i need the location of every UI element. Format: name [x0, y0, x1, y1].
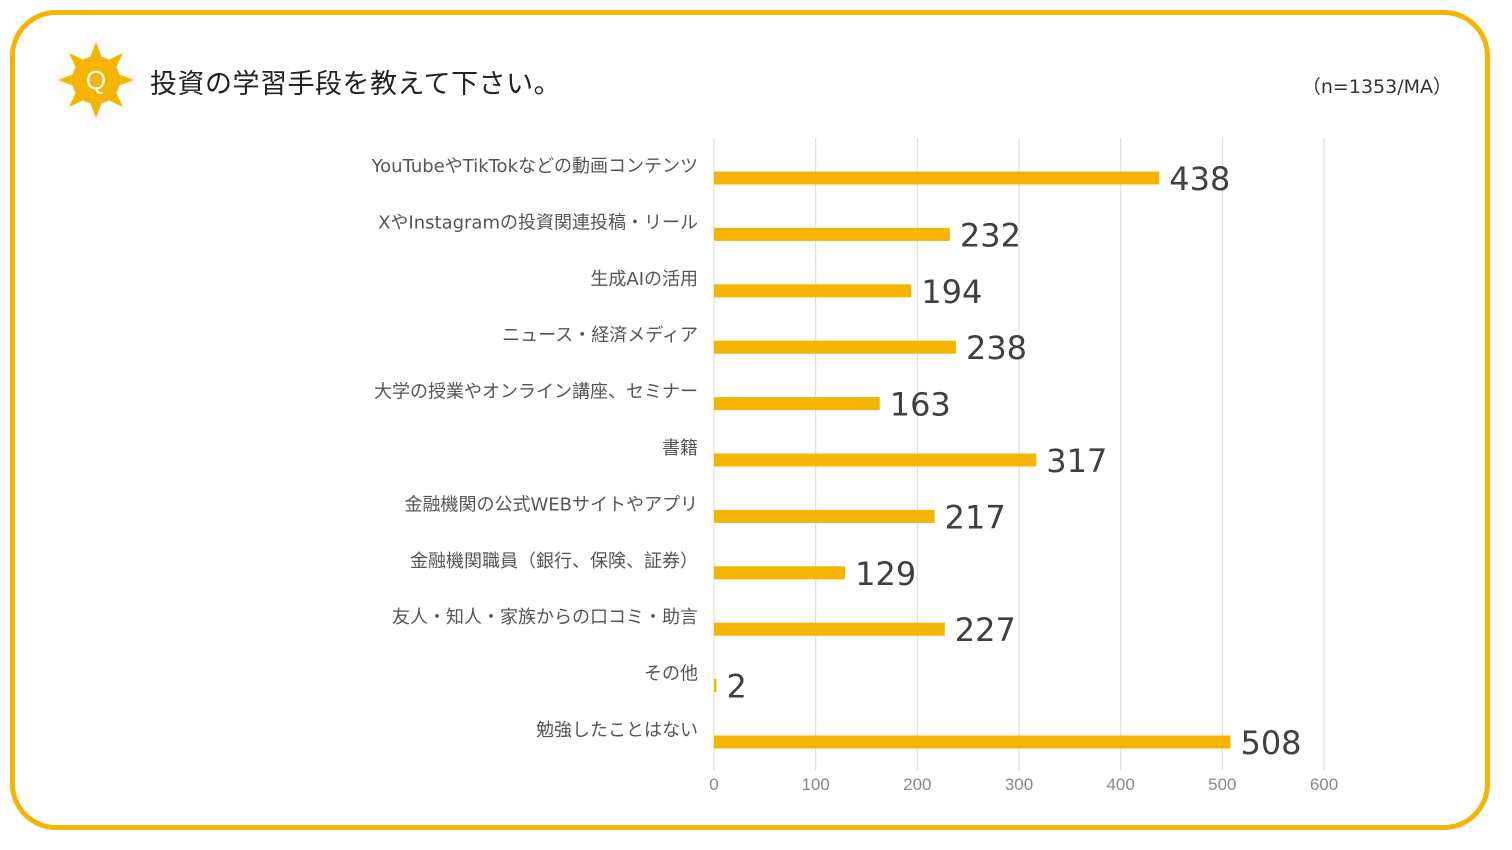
bar: [714, 171, 1160, 185]
bar: [714, 227, 950, 241]
category-label: XやInstagramの投資関連投稿・リール: [378, 212, 698, 233]
category-label: 金融機関の公式WEBサイトやアプリ: [404, 494, 698, 515]
bar: [714, 397, 880, 411]
bar: [714, 679, 717, 693]
data-label: 232: [960, 216, 1021, 254]
category-label: ニュース・経済メディア: [502, 325, 698, 346]
x-tick-label: 200: [903, 775, 931, 794]
bar: [714, 284, 912, 298]
q-badge-icon: Q: [58, 42, 134, 118]
data-label: 317: [1046, 442, 1107, 480]
bar: [714, 735, 1231, 749]
x-tick-label: 100: [801, 775, 829, 794]
bar: [714, 340, 956, 354]
bar: [714, 509, 935, 523]
x-tick-label: 0: [709, 775, 718, 794]
x-tick-label: 300: [1005, 775, 1033, 794]
data-label: 217: [945, 498, 1006, 536]
card-frame: [10, 10, 1490, 830]
data-label: 163: [890, 386, 951, 424]
data-label: 238: [966, 329, 1027, 367]
badge-letter: Q: [86, 65, 106, 95]
question-title: 投資の学習手段を教えて下さい。: [150, 69, 562, 100]
data-label: 438: [1169, 160, 1230, 198]
x-tick-label: 500: [1208, 775, 1236, 794]
category-label: 大学の授業やオンライン講座、セミナー: [374, 382, 698, 403]
x-tick-label: 400: [1106, 775, 1134, 794]
category-label: YouTubeやTikTokなどの動画コンテンツ: [371, 156, 698, 177]
data-label: 227: [955, 611, 1016, 649]
category-label: 生成AIの活用: [590, 269, 698, 290]
data-label: 194: [921, 273, 982, 311]
sample-note: （n=1353/MA）: [1301, 76, 1452, 98]
bar: [714, 622, 945, 636]
category-label: その他: [644, 664, 698, 685]
bar: [714, 566, 846, 580]
data-label: 2: [727, 668, 747, 706]
category-label: 金融機関職員（銀行、保険、証券）: [410, 551, 698, 572]
category-label: 友人・知人・家族からの口コミ・助言: [392, 607, 698, 628]
data-label: 129: [855, 555, 916, 593]
x-tick-label: 600: [1310, 775, 1338, 794]
category-label: 書籍: [662, 438, 698, 459]
bar: [714, 453, 1037, 467]
data-label: 508: [1240, 724, 1301, 762]
category-label: 勉強したことはない: [536, 720, 698, 741]
